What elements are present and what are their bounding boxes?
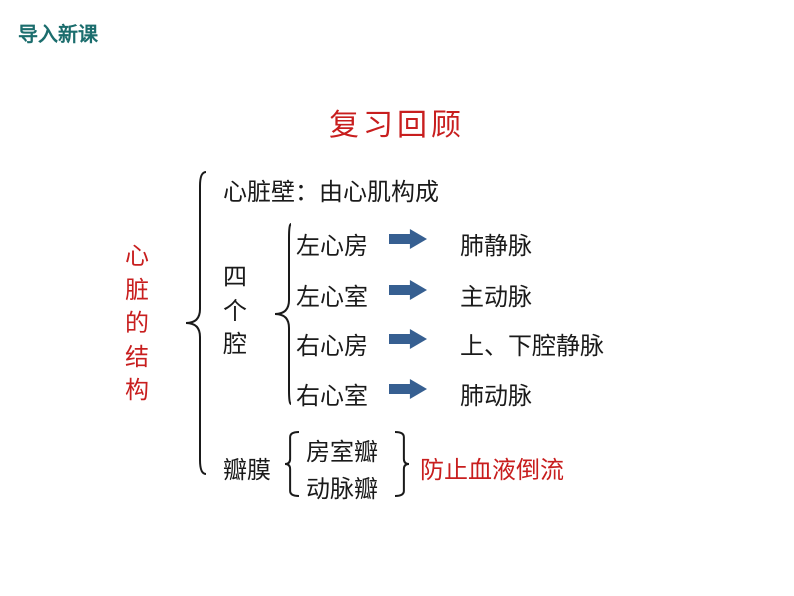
vessel-pulmonary-vein: 肺静脉 [460, 226, 532, 261]
arrow-icon-3 [389, 329, 427, 349]
root-char-4: 结 [125, 341, 149, 375]
vessel-vena-cava: 上、下腔静脉 [460, 326, 604, 361]
chamber-right-atrium: 右心房 [296, 326, 368, 361]
heart-wall-text: 心脏壁：由心肌构成 [223, 172, 439, 207]
valve-arterial: 动脉瓣 [306, 469, 378, 504]
vessel-pulmonary-artery: 肺动脉 [460, 376, 532, 411]
root-char-2: 脏 [125, 274, 149, 308]
vessel-aorta: 主动脉 [460, 277, 532, 312]
chamber-left-atrium: 左心房 [296, 226, 368, 261]
chamber-left-ventricle: 左心室 [296, 277, 368, 312]
brace-main [186, 172, 206, 474]
arrow-path-3 [389, 329, 427, 349]
arrow-icon-2 [389, 280, 427, 300]
brace-main-path [186, 172, 206, 474]
brace-four-path [275, 224, 291, 404]
root-char-1: 心 [125, 240, 149, 274]
slide: 导入新课 复习回顾 心脏的结构 心脏壁：由心肌构成 四个腔 左心房 左心室 右心… [0, 0, 794, 596]
four-char-2: 个 [223, 295, 247, 329]
brace-four [275, 224, 291, 404]
four-char-3: 腔 [223, 328, 247, 362]
arrow-path-4 [389, 379, 427, 399]
brace-valve-left-path [285, 432, 299, 496]
root-char-5: 构 [125, 374, 149, 408]
brace-valve-right [395, 432, 409, 496]
slide-title: 复习回顾 [0, 100, 794, 144]
root-label: 心脏的结构 [125, 240, 149, 408]
root-char-3: 的 [125, 307, 149, 341]
four-chambers-label: 四个腔 [223, 261, 247, 362]
chamber-right-ventricle: 右心室 [296, 376, 368, 411]
arrow-icon-1 [389, 229, 427, 249]
valve-label: 瓣膜 [223, 450, 271, 485]
arrow-path-2 [389, 280, 427, 300]
four-char-1: 四 [223, 261, 247, 295]
corner-label: 导入新课 [18, 18, 98, 47]
valve-atrioventricular: 房室瓣 [306, 432, 378, 467]
prevent-backflow-text: 防止血液倒流 [420, 450, 564, 485]
arrow-icon-4 [389, 379, 427, 399]
brace-valve-right-path [395, 432, 409, 496]
arrow-path-1 [389, 229, 427, 249]
brace-valve-left [285, 432, 299, 496]
